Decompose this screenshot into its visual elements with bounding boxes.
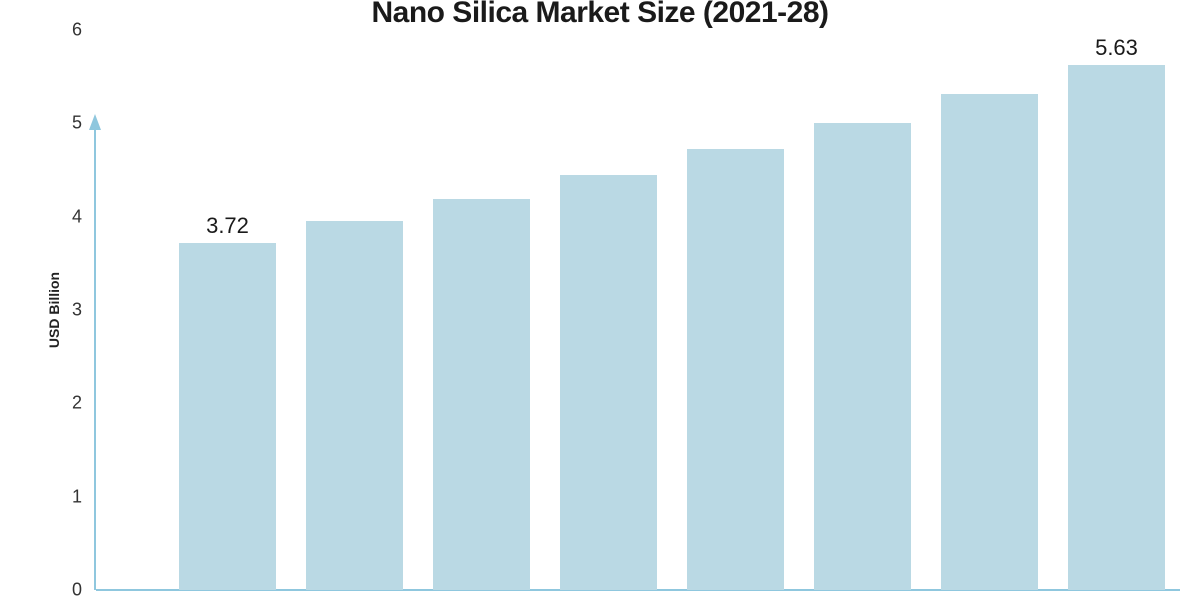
bar [687, 149, 784, 590]
bar [814, 123, 911, 590]
bar [433, 199, 530, 590]
y-tick-label: 0 [40, 580, 82, 600]
y-tick-label: 2 [40, 393, 82, 414]
y-tick-label: 3 [40, 300, 82, 321]
bar: 3.72 [179, 243, 276, 590]
bar [560, 175, 657, 590]
y-tick-label: 1 [40, 486, 82, 507]
chart-title: Nano Silica Market Size (2021-28) [0, 0, 1200, 30]
chart-container: { "chart": { "type": "bar", "title": "Na… [0, 0, 1200, 600]
bar-value-label: 5.63 [1068, 35, 1165, 61]
y-tick-label: 5 [40, 113, 82, 134]
plot-area: USD Billion 3.725.63 0123456 [90, 30, 1180, 590]
bar-value-label: 3.72 [179, 213, 276, 239]
y-tick-label: 4 [40, 206, 82, 227]
bars-group: 3.72 5.63 [96, 30, 1180, 590]
bar: 5.63 [1068, 65, 1165, 590]
bar [941, 94, 1038, 590]
bar [306, 221, 403, 590]
y-tick-label: 6 [40, 20, 82, 41]
